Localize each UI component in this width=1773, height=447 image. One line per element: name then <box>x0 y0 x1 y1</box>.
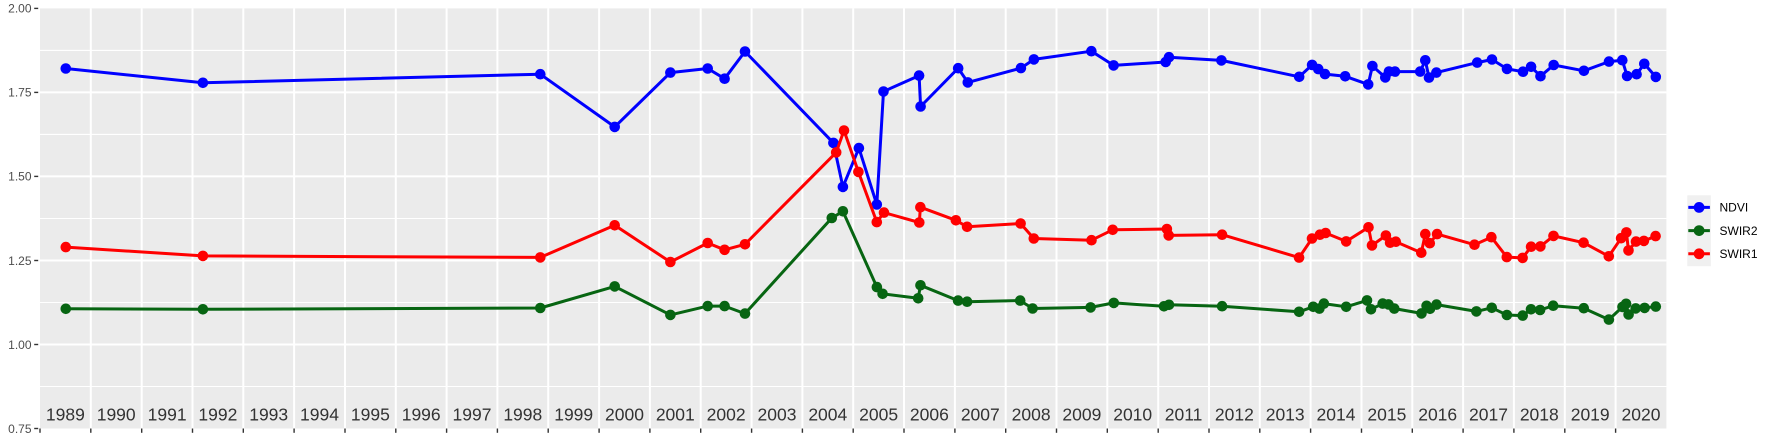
svg-text:1.75: 1.75 <box>8 86 32 100</box>
svg-text:2006: 2006 <box>910 404 949 424</box>
svg-text:2002: 2002 <box>707 404 746 424</box>
svg-text:1997: 1997 <box>453 404 492 424</box>
svg-text:2000: 2000 <box>605 404 644 424</box>
svg-text:1989: 1989 <box>46 404 85 424</box>
svg-text:2004: 2004 <box>808 404 847 424</box>
svg-text:1992: 1992 <box>198 404 237 424</box>
svg-text:2018: 2018 <box>1520 404 1559 424</box>
svg-text:2020: 2020 <box>1622 404 1661 424</box>
svg-text:2012: 2012 <box>1215 404 1254 424</box>
svg-text:2008: 2008 <box>1012 404 1051 424</box>
svg-text:2009: 2009 <box>1062 404 1101 424</box>
svg-text:1.25: 1.25 <box>8 254 32 268</box>
svg-text:1994: 1994 <box>300 404 339 424</box>
svg-text:2016: 2016 <box>1418 404 1457 424</box>
svg-text:1.00: 1.00 <box>8 338 32 352</box>
svg-text:SWIR1: SWIR1 <box>1720 247 1758 261</box>
svg-text:2014: 2014 <box>1317 404 1356 424</box>
svg-text:SWIR2: SWIR2 <box>1720 224 1758 238</box>
svg-text:1.50: 1.50 <box>8 170 32 184</box>
svg-text:2013: 2013 <box>1266 404 1305 424</box>
svg-text:1999: 1999 <box>554 404 593 424</box>
svg-text:2019: 2019 <box>1571 404 1610 424</box>
svg-text:2015: 2015 <box>1367 404 1406 424</box>
svg-text:1993: 1993 <box>249 404 288 424</box>
svg-text:2.00: 2.00 <box>8 2 32 16</box>
svg-text:1991: 1991 <box>148 404 187 424</box>
svg-text:1996: 1996 <box>402 404 441 424</box>
svg-text:0.75: 0.75 <box>8 422 32 436</box>
svg-text:2010: 2010 <box>1113 404 1152 424</box>
svg-text:2003: 2003 <box>758 404 797 424</box>
svg-text:1998: 1998 <box>503 404 542 424</box>
svg-text:2001: 2001 <box>656 404 695 424</box>
svg-text:2017: 2017 <box>1469 404 1508 424</box>
svg-text:1995: 1995 <box>351 404 390 424</box>
svg-text:2005: 2005 <box>859 404 898 424</box>
svg-text:NDVI: NDVI <box>1720 201 1749 215</box>
svg-text:2007: 2007 <box>961 404 1000 424</box>
svg-text:1990: 1990 <box>97 404 136 424</box>
svg-text:2011: 2011 <box>1165 404 1203 424</box>
